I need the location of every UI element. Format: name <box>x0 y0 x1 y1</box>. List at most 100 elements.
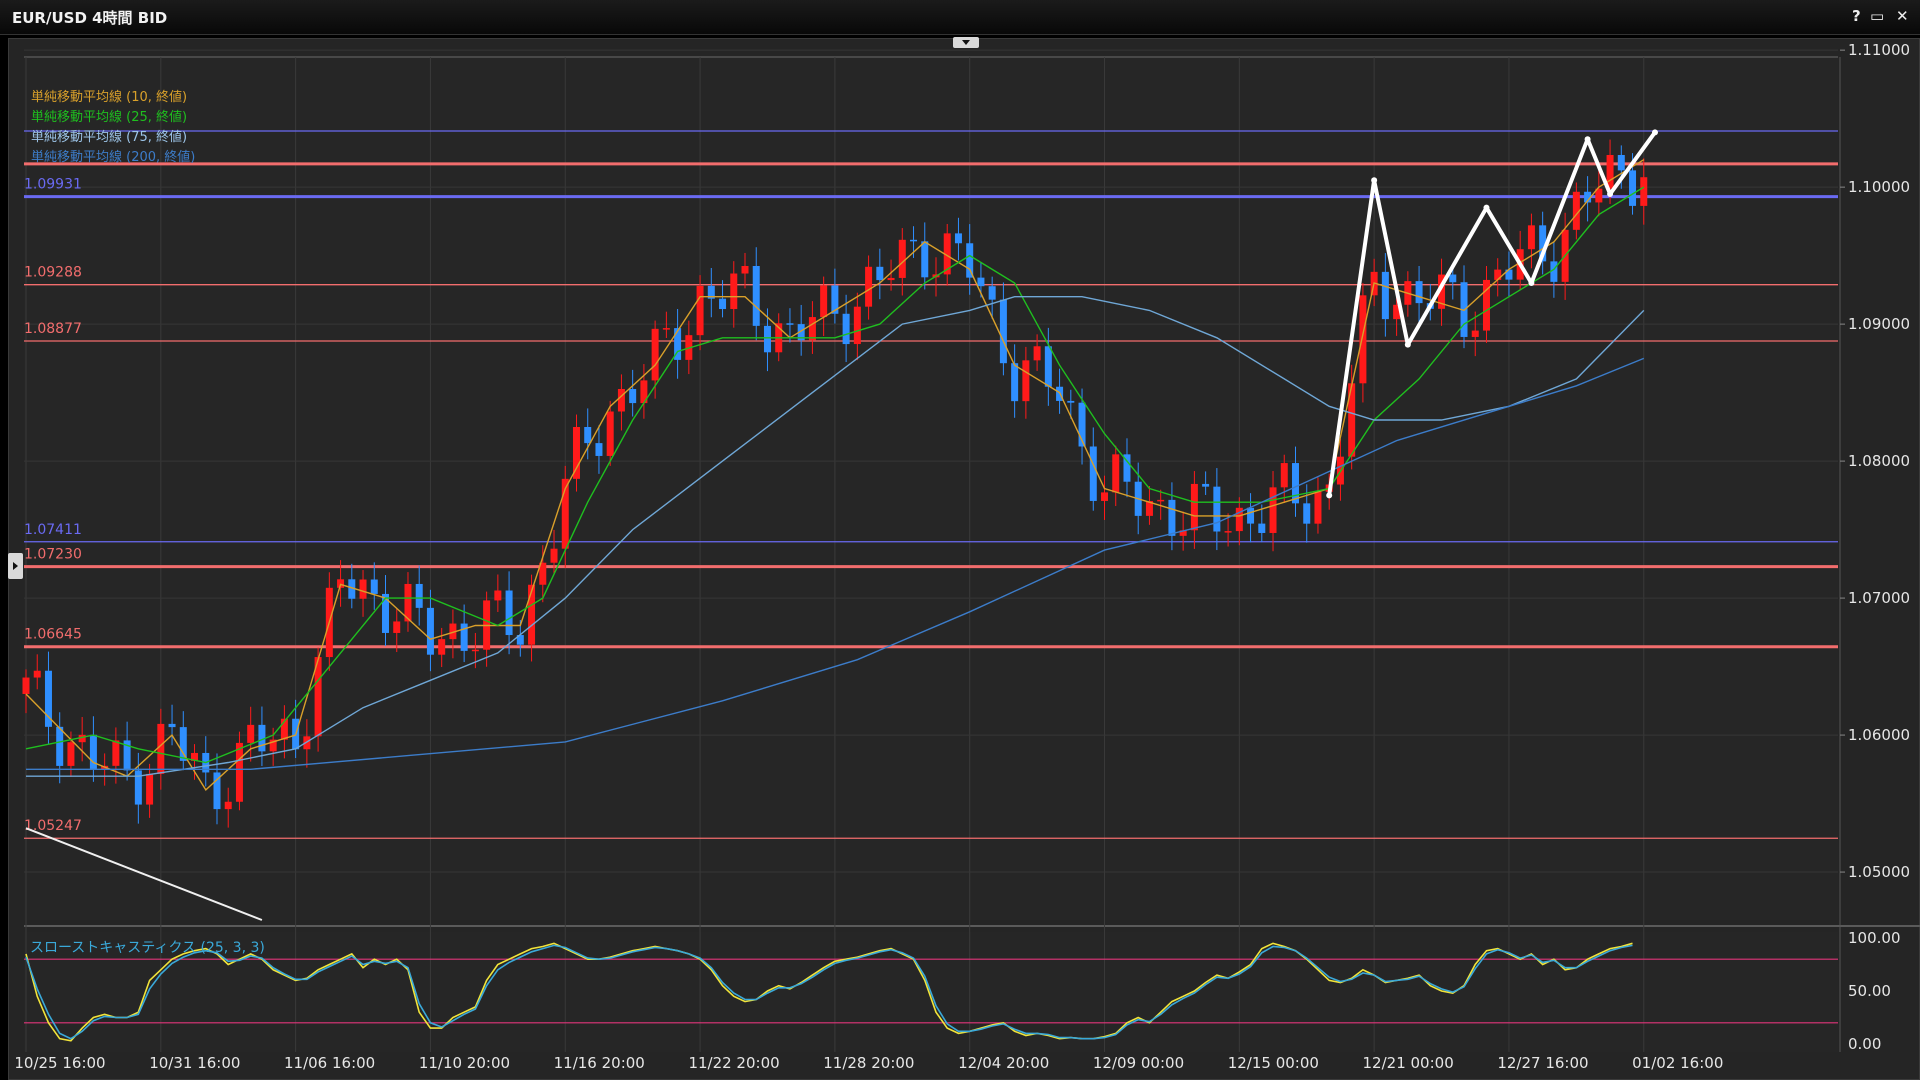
candle-body <box>662 328 670 330</box>
price-level-label: 1.09931 <box>24 177 82 193</box>
sma200-line <box>26 357 1645 770</box>
price-level-label: 1.06645 <box>24 627 82 643</box>
candle-body <box>235 742 243 802</box>
candle-body <box>303 736 311 750</box>
candle-body <box>179 727 187 761</box>
candle-body <box>123 740 131 771</box>
x-tick-label: 12/09 00:00 <box>1093 1054 1184 1072</box>
drawn-lines <box>25 129 1658 921</box>
candle-body <box>1280 463 1288 488</box>
candle-body <box>887 277 895 281</box>
candle-body <box>471 649 479 652</box>
sma10-line <box>25 159 1645 791</box>
candle-body <box>1078 402 1086 447</box>
stochastic-panel <box>24 942 1838 1042</box>
candle-body <box>943 233 951 275</box>
collapse-toggle-button[interactable] <box>953 37 979 48</box>
legend-sma10: 単純移動平均線 (10, 終値) <box>31 89 187 105</box>
stochastic-tick-label: 0.00 <box>1848 1035 1881 1053</box>
candle-body <box>404 583 412 622</box>
candle-body <box>1022 360 1030 402</box>
legend-sma25: 単純移動平均線 (25, 終値) <box>31 109 187 125</box>
candle-body <box>1089 446 1097 501</box>
candle-body <box>1606 154 1614 189</box>
candle-body <box>629 388 637 404</box>
trend-line <box>25 827 263 921</box>
candle-body <box>359 579 367 599</box>
candle-body <box>269 739 277 752</box>
stochastic-tick-label: 100.00 <box>1848 929 1901 947</box>
candle-body <box>505 590 513 636</box>
candle-body <box>539 562 547 585</box>
candle-body <box>786 323 794 325</box>
candle-body <box>1449 274 1457 283</box>
legend-stochastic: スローストキャスティクス (25, 3, 3) <box>30 940 265 956</box>
candle-body <box>494 590 502 601</box>
zigzag-vertex <box>1584 136 1591 143</box>
candle-body <box>797 324 805 341</box>
candle-body <box>1595 188 1603 203</box>
candle-body <box>1291 463 1299 504</box>
help-button[interactable]: ? <box>1852 7 1861 25</box>
candle-body <box>584 426 592 444</box>
zigzag-line <box>1327 131 1657 496</box>
candle-body <box>1213 486 1221 532</box>
candle-body <box>348 579 356 599</box>
candle-body <box>1471 330 1479 337</box>
candle-body <box>1482 279 1490 331</box>
zigzag-vertex <box>1371 177 1378 184</box>
candle-body <box>1348 383 1356 457</box>
candle-body <box>1112 454 1120 493</box>
candle-body <box>730 273 738 310</box>
candle-body <box>1505 269 1513 280</box>
candle-body <box>1303 503 1311 524</box>
side-panel-handle[interactable] <box>8 553 23 579</box>
candle-body <box>415 583 423 608</box>
candle-body <box>337 579 345 588</box>
candle-body <box>910 239 918 242</box>
candle-body <box>1044 346 1052 387</box>
x-tick-label: 10/31 16:00 <box>149 1054 240 1072</box>
candle-body <box>1393 304 1401 320</box>
candle-body <box>853 306 861 345</box>
candlesticks <box>22 139 1648 828</box>
candle-body <box>640 380 648 404</box>
maximize-button[interactable]: ▭ <box>1870 7 1885 25</box>
candle-body <box>1629 170 1637 206</box>
candle-body <box>1359 295 1367 384</box>
price-level-label: 1.07230 <box>24 547 82 563</box>
candle-body <box>977 277 985 287</box>
candle-body <box>67 742 75 766</box>
candle-body <box>820 285 828 318</box>
x-tick-label: 01/02 16:00 <box>1632 1054 1723 1072</box>
y-tick-label: 1.08000 <box>1848 452 1910 470</box>
zigzag-vertex <box>1483 204 1490 211</box>
candle-body <box>1494 269 1502 280</box>
candle-body <box>56 726 64 766</box>
candle-body <box>78 734 86 743</box>
y-tick-label: 1.11000 <box>1848 41 1910 59</box>
window-title: EUR/USD 4時間 BID <box>12 9 168 27</box>
candle-body <box>224 801 232 810</box>
zigzag-vertex <box>1404 341 1411 348</box>
zigzag-vertex <box>1326 492 1333 499</box>
x-tick-label: 11/28 20:00 <box>823 1054 914 1072</box>
candle-body <box>1314 491 1322 524</box>
x-tick-label: 11/22 20:00 <box>688 1054 779 1072</box>
candle-body <box>550 548 558 563</box>
candle-body <box>921 241 929 278</box>
stochastic-d-line <box>25 944 1633 1040</box>
x-tick-label: 12/04 20:00 <box>958 1054 1049 1072</box>
candle-body <box>954 233 962 244</box>
close-button[interactable]: ✕ <box>1896 7 1909 25</box>
indicator-legend: 単純移動平均線 (10, 終値) 単純移動平均線 (25, 終値) 単純移動平均… <box>30 89 265 956</box>
price-level-label: 1.08877 <box>24 321 82 337</box>
candle-body <box>1168 499 1176 536</box>
candle-body <box>33 670 41 678</box>
candle-body <box>651 328 659 381</box>
candle-body <box>460 623 468 651</box>
y-tick-label: 1.06000 <box>1848 726 1910 744</box>
candle-body <box>1438 274 1446 309</box>
candle-body <box>1550 261 1558 282</box>
